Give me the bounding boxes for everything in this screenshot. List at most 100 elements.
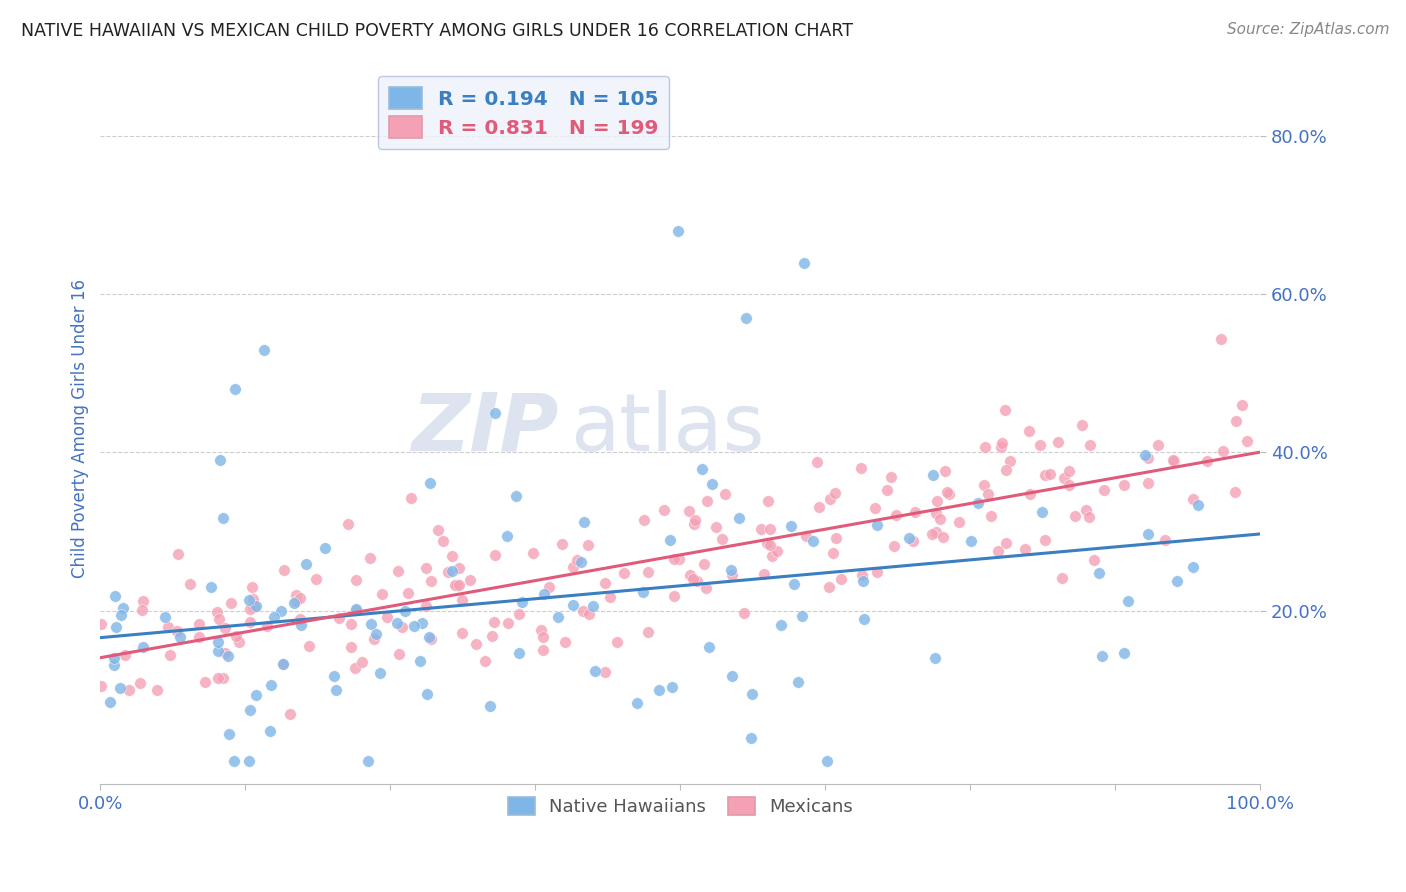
Point	[1091, 649, 1114, 664]
Point	[225, 628, 247, 642]
Point	[208, 612, 231, 626]
Point	[980, 509, 1002, 524]
Point	[1209, 333, 1232, 347]
Point	[1116, 594, 1139, 608]
Point	[217, 649, 239, 664]
Point	[991, 436, 1014, 450]
Point	[283, 596, 305, 610]
Point	[995, 536, 1018, 550]
Point	[328, 611, 350, 625]
Point	[207, 644, 229, 658]
Point	[824, 485, 846, 500]
Point	[613, 566, 636, 580]
Point	[932, 530, 955, 544]
Point	[685, 513, 707, 527]
Point	[239, 703, 262, 717]
Point	[344, 573, 367, 587]
Point	[1136, 526, 1159, 541]
Text: Source: ZipAtlas.com: Source: ZipAtlas.com	[1226, 22, 1389, 37]
Point	[131, 603, 153, 617]
Point	[214, 621, 236, 635]
Point	[849, 461, 872, 475]
Point	[721, 568, 744, 582]
Text: atlas: atlas	[571, 390, 765, 467]
Point	[998, 454, 1021, 468]
Point	[112, 600, 135, 615]
Point	[749, 522, 772, 536]
Point	[166, 547, 188, 561]
Point	[418, 630, 440, 644]
Point	[359, 551, 381, 566]
Point	[288, 591, 311, 606]
Point	[783, 576, 806, 591]
Point	[593, 575, 616, 590]
Point	[721, 669, 744, 683]
Point	[110, 607, 132, 622]
Point	[530, 623, 553, 637]
Point	[314, 541, 336, 556]
Point	[936, 485, 959, 500]
Point	[1053, 471, 1076, 485]
Point	[218, 726, 240, 740]
Point	[447, 578, 470, 592]
Point	[129, 675, 152, 690]
Point	[188, 616, 211, 631]
Point	[790, 609, 813, 624]
Point	[852, 574, 875, 588]
Point	[194, 675, 217, 690]
Point	[1133, 448, 1156, 462]
Point	[572, 515, 595, 529]
Point	[371, 587, 394, 601]
Point	[561, 559, 583, 574]
Point	[1114, 646, 1136, 660]
Point	[695, 581, 717, 595]
Point	[388, 647, 411, 661]
Point	[1153, 533, 1175, 547]
Point	[484, 548, 506, 562]
Point	[876, 483, 898, 498]
Point	[582, 599, 605, 614]
Point	[344, 601, 367, 615]
Point	[288, 612, 311, 626]
Point	[866, 566, 889, 580]
Point	[1136, 475, 1159, 490]
Point	[370, 665, 392, 680]
Point	[960, 534, 983, 549]
Point	[153, 610, 176, 624]
Point	[325, 682, 347, 697]
Point	[720, 563, 742, 577]
Point	[904, 505, 927, 519]
Point	[662, 552, 685, 566]
Point	[278, 706, 301, 721]
Point	[496, 615, 519, 630]
Point	[714, 487, 737, 501]
Point	[98, 695, 121, 709]
Point	[631, 585, 654, 599]
Point	[1083, 553, 1105, 567]
Point	[897, 531, 920, 545]
Point	[686, 574, 709, 589]
Point	[179, 576, 201, 591]
Point	[924, 650, 946, 665]
Point	[652, 503, 675, 517]
Point	[450, 625, 472, 640]
Point	[239, 615, 262, 630]
Point	[447, 561, 470, 575]
Point	[924, 507, 946, 521]
Point	[224, 382, 246, 396]
Point	[271, 657, 294, 672]
Point	[1163, 454, 1185, 468]
Point	[879, 469, 901, 483]
Point	[824, 531, 846, 545]
Point	[567, 553, 589, 567]
Point	[522, 546, 544, 560]
Point	[479, 699, 502, 714]
Point	[1035, 468, 1057, 483]
Point	[409, 654, 432, 668]
Point	[132, 640, 155, 654]
Point	[830, 572, 852, 586]
Point	[207, 635, 229, 649]
Point	[740, 731, 762, 745]
Point	[948, 516, 970, 530]
Point	[728, 511, 751, 525]
